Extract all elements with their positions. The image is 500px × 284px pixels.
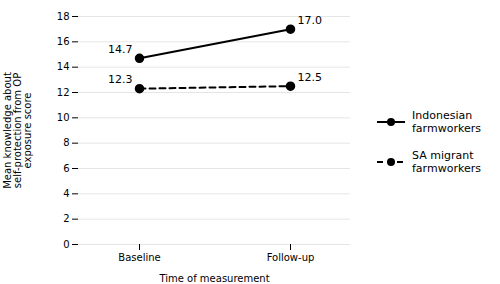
- svg-text:10: 10: [57, 112, 70, 123]
- svg-text:8: 8: [63, 137, 69, 148]
- svg-text:Time of measurement: Time of measurement: [158, 273, 269, 284]
- html-text:Indonesian farmworkers: Indonesian farmworkers: [412, 108, 481, 135]
- svg-text:12.5: 12.5: [298, 71, 323, 84]
- svg-text:17.0: 17.0: [298, 14, 323, 27]
- svg-text:Mean knowledge aboutself-prote: Mean knowledge aboutself-protection from…: [2, 72, 33, 189]
- svg-text:Follow-up: Follow-up: [267, 252, 315, 263]
- svg-text:18: 18: [57, 11, 70, 22]
- svg-text:Baseline: Baseline: [118, 252, 160, 263]
- svg-text:12: 12: [57, 87, 70, 98]
- svg-text:4: 4: [63, 188, 69, 199]
- svg-text:12.3: 12.3: [108, 73, 133, 86]
- svg-text:0: 0: [63, 239, 69, 250]
- svg-text:14: 14: [57, 61, 70, 72]
- svg-text:6: 6: [63, 163, 69, 174]
- svg-text:14.7: 14.7: [108, 43, 133, 56]
- svg-text:2: 2: [63, 213, 69, 224]
- html-text:SA migrant farmworkers: SA migrant farmworkers: [412, 149, 481, 176]
- svg-text:16: 16: [57, 36, 70, 47]
